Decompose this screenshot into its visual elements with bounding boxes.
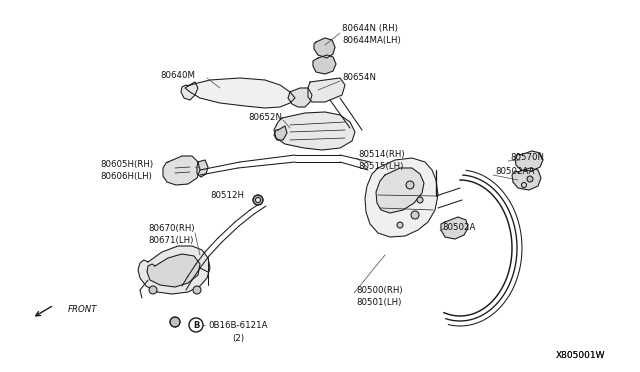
Text: B: B <box>193 321 199 330</box>
Circle shape <box>170 317 180 327</box>
Polygon shape <box>163 156 200 185</box>
Text: 80652N: 80652N <box>248 113 282 122</box>
Text: 80640M: 80640M <box>160 71 195 80</box>
Polygon shape <box>308 78 345 102</box>
Text: 80671(LH): 80671(LH) <box>148 235 193 244</box>
Polygon shape <box>365 158 438 237</box>
Circle shape <box>417 197 423 203</box>
Polygon shape <box>138 246 210 294</box>
Text: 80644MA(LH): 80644MA(LH) <box>342 35 401 45</box>
Polygon shape <box>274 126 287 140</box>
Text: 80512H: 80512H <box>210 192 244 201</box>
Polygon shape <box>512 168 541 190</box>
Text: 80502A: 80502A <box>442 224 476 232</box>
Text: 80606H(LH): 80606H(LH) <box>100 171 152 180</box>
Polygon shape <box>376 168 424 213</box>
Text: 80514(RH): 80514(RH) <box>358 151 404 160</box>
Polygon shape <box>515 151 543 171</box>
Text: 0B16B-6121A: 0B16B-6121A <box>208 321 268 330</box>
Text: 80670(RH): 80670(RH) <box>148 224 195 232</box>
Text: 80501(LH): 80501(LH) <box>356 298 401 307</box>
Circle shape <box>253 195 263 205</box>
Text: 80605H(RH): 80605H(RH) <box>100 160 153 169</box>
Polygon shape <box>314 38 335 58</box>
Text: 80644N (RH): 80644N (RH) <box>342 23 398 32</box>
Text: 80515(LH): 80515(LH) <box>358 163 403 171</box>
Text: 80500(RH): 80500(RH) <box>356 285 403 295</box>
Polygon shape <box>441 217 468 239</box>
Polygon shape <box>274 112 355 150</box>
Circle shape <box>411 211 419 219</box>
Polygon shape <box>313 55 336 74</box>
Text: 80570N: 80570N <box>510 154 544 163</box>
Polygon shape <box>181 82 198 100</box>
Circle shape <box>397 222 403 228</box>
Circle shape <box>193 286 201 294</box>
Text: (2): (2) <box>232 334 244 343</box>
Polygon shape <box>288 88 312 107</box>
Circle shape <box>149 286 157 294</box>
Text: 80654N: 80654N <box>342 74 376 83</box>
Polygon shape <box>147 254 200 287</box>
Text: X805001W: X805001W <box>556 350 605 359</box>
Circle shape <box>406 181 414 189</box>
Text: 80502AA: 80502AA <box>495 167 534 176</box>
Circle shape <box>255 198 260 202</box>
Polygon shape <box>197 160 208 177</box>
Text: X805001W: X805001W <box>556 350 605 359</box>
Text: FRONT: FRONT <box>68 305 97 314</box>
Circle shape <box>527 176 533 182</box>
Polygon shape <box>185 78 295 108</box>
